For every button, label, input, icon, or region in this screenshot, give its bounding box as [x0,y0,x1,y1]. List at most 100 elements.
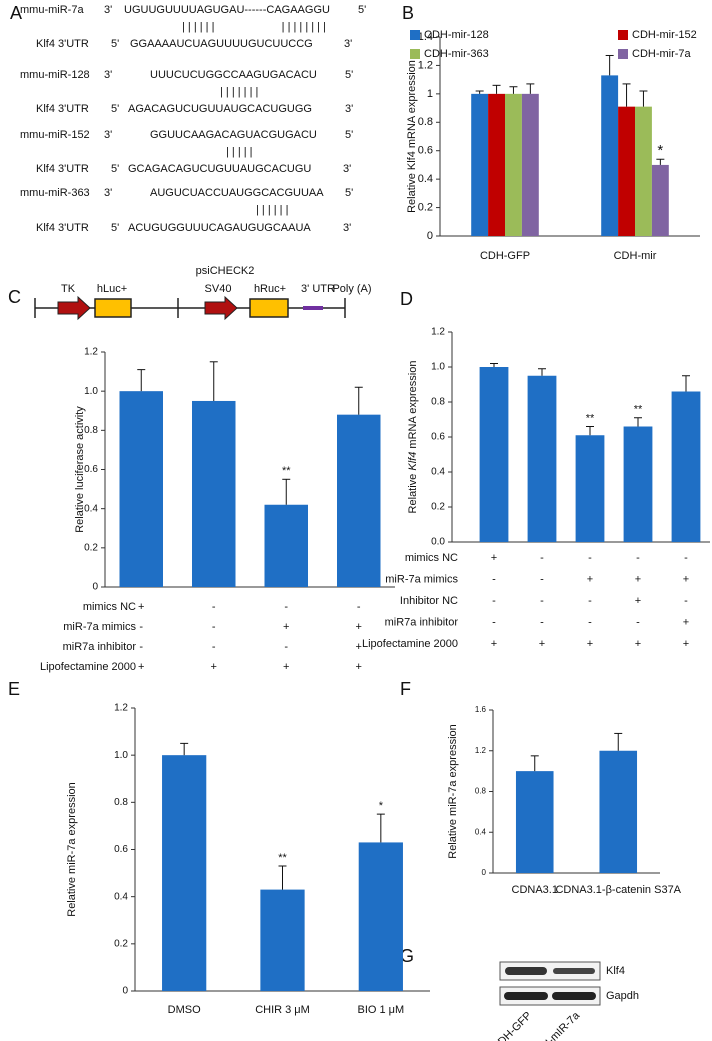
significance-mark: * [657,142,663,159]
legend-label: CDH-mir-363 [424,48,489,60]
y-axis-label: Relative Klf4 mRNA expression [407,361,419,514]
bar [575,435,605,542]
target-name: Klf4 3'UTR [36,38,89,50]
condition-label: Lipofectamine 2000 [40,661,136,673]
strand-end: 5' [358,4,366,16]
y-tick-label: 0.4 [431,467,445,478]
y-tick-label: 0 [427,230,433,242]
y-tick-label: 1.0 [84,386,98,397]
x-tick-label: CDNA3.1-β-catenin S37A [555,884,681,896]
target-sequence: ACUGUGGUUUCAGAUGUGCAAUA [128,222,311,234]
condition-sign: + [356,661,362,673]
condition-sign: - [284,641,288,653]
y-tick-label: 0.2 [84,542,98,553]
bar [527,375,557,542]
y-tick-label: 0.8 [431,397,445,408]
condition-sign: + [587,573,593,585]
construct-element: Poly (A) [332,283,371,295]
bar [192,400,236,587]
condition-label: Lipofectamine 2000 [362,638,458,650]
strand-end: 3' [343,222,351,234]
bar [358,842,403,991]
strand-end: 5' [345,129,353,141]
western-blot [499,961,601,1006]
mirna-sequence: GGUUCAAGACAGUACGUGACU [150,129,317,141]
condition-sign: + [635,638,641,650]
bar [601,75,619,236]
construct-element: SV40 [205,283,232,295]
condition-sign: + [635,573,641,585]
y-tick-label: 0.2 [114,938,128,949]
bar [599,750,638,873]
strand-end: 5' [345,187,353,199]
x-tick-label: CHIR 3 μM [255,1004,310,1016]
y-tick-label: 0.6 [431,432,445,443]
y-tick-label: 1.2 [84,347,98,358]
condition-sign: + [683,616,689,628]
bar [618,106,635,237]
y-tick-label: 1.2 [431,327,445,338]
condition-sign: + [491,552,497,564]
bar [264,504,308,587]
y-tick-label: 0.2 [431,502,445,513]
condition-label: miR-7a mimics [385,573,458,585]
condition-sign: + [356,621,362,633]
mirna-name: mmu-miR-363 [20,187,90,199]
condition-label: miR7a inhibitor [63,641,137,653]
x-tick-label: BIO 1 μM [357,1004,404,1016]
y-tick-label: 0.2 [418,201,433,213]
y-axis-label: Relative Klf4 mRNA expression [406,60,418,213]
condition-sign: - [284,601,288,613]
band-label: Gapdh [606,990,639,1002]
construct-element: 3' UTR [301,283,335,295]
condition-sign: + [283,621,289,633]
construct-element: TK [61,283,76,295]
mirna-name: mmu-miR-152 [20,129,90,141]
condition-sign: - [540,595,544,607]
significance-mark: ** [278,852,287,864]
significance-mark: * [379,800,384,812]
strand-end: 3' [104,129,112,141]
condition-sign: + [683,638,689,650]
y-tick-label: 0 [122,986,128,997]
y-tick-label: 0.6 [114,844,128,855]
strand-end: 3' [104,187,112,199]
condition-sign: + [138,601,144,613]
significance-mark: ** [634,404,643,416]
panel-label: B [402,3,414,23]
legend-swatch [618,30,628,40]
y-tick-label: 0 [92,582,98,593]
legend-swatch [410,49,420,59]
mirna-sequence: AUGUCUACCUAUGGCACGUUAA [150,187,324,199]
condition-sign: + [356,641,362,653]
bar [515,771,554,873]
construct-title: psiCHECK2 [196,265,255,277]
target-sequence: GGAAAAUCUAGUUUUGUCUUCCG [130,38,313,50]
y-tick-label: 1.0 [114,750,128,761]
condition-label: mimics NC [405,552,458,564]
legend-label: CDH-mir-7a [632,48,692,60]
y-tick-label: 0.0 [431,537,445,548]
lane-label: CDH-GFP [490,1010,534,1041]
y-axis-label: Relative miR-7a expression [447,724,459,859]
condition-sign: - [139,621,143,633]
legend-swatch [618,49,628,59]
strand-end: 3' [345,103,353,115]
construct-element: hRuc+ [254,283,286,295]
band-label: Klf4 [606,965,625,977]
panel-label: E [8,679,20,699]
base-pairing: | | | | | | | | | | | | | | [182,21,326,33]
construct-diagram [34,295,346,321]
y-axis-label-part: mRNA expression [407,361,419,449]
condition-label: mimics NC [83,601,136,613]
panel-label: C [8,287,21,307]
condition-sign: + [539,638,545,650]
x-tick-label: CDNA3.1 [512,884,558,896]
significance-mark: ** [282,465,291,477]
condition-sign: - [139,641,143,653]
target-sequence: GCAGACAGUCUGUUAUGCACUGU [128,163,311,175]
y-tick-label: 1.4 [418,31,433,43]
y-axis-label-part: Klf4 [407,452,419,471]
legend-label: CDH-mir-128 [424,29,489,41]
